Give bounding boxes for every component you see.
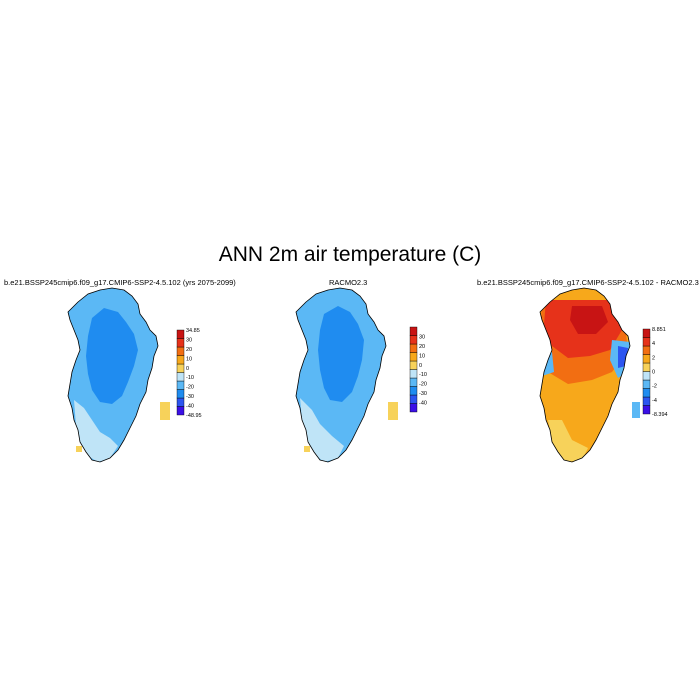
colorbar-swatch	[176, 346, 185, 356]
map-panel-model	[67, 287, 170, 463]
colorbar-min-label: -48.95	[186, 413, 202, 419]
colorbar-swatch	[176, 363, 185, 373]
colorbar-swatch	[409, 394, 418, 404]
colorbar-tick-label: -20	[186, 385, 194, 391]
colorbar-swatch	[176, 338, 185, 348]
colorbar-max-label: 34.85	[186, 328, 200, 334]
colorbar-swatch	[409, 326, 418, 336]
colorbar-swatch	[642, 362, 651, 372]
colorbar-tick-label: 0	[186, 366, 189, 372]
colorbar-tick-label: -30	[419, 391, 427, 397]
colorbar-tick-label: 20	[186, 347, 192, 353]
colorbar-swatch	[642, 328, 651, 338]
map-ice-interior	[86, 308, 138, 404]
map-coast-warm-cell	[304, 446, 310, 452]
colorbar-tick-label: -2	[652, 384, 657, 390]
colorbar-obs: 30 20 10 0 -10 -20 -30 -40	[409, 326, 427, 413]
colorbar-swatch	[176, 406, 185, 416]
colorbar-swatch	[176, 389, 185, 399]
colorbar-swatch	[642, 379, 651, 389]
colorbar-swatch	[642, 371, 651, 381]
map-diff-cool-east-dark	[618, 346, 628, 368]
colorbar-swatch	[176, 329, 185, 339]
colorbar-tick-label: 0	[419, 363, 422, 369]
colorbar-swatch	[409, 386, 418, 396]
colorbar-min-label: -8.394	[652, 412, 668, 418]
panel-title-model: b.e21.BSSP245cmip6.f09_g17.CMIP6-SSP2-4.…	[4, 278, 236, 287]
colorbar-tick-label: 20	[419, 344, 425, 350]
colorbar-tick-label: 10	[186, 356, 192, 362]
colorbar-tick-label: 30	[186, 337, 192, 343]
map-outline	[295, 287, 387, 463]
colorbar-swatch	[409, 343, 418, 353]
colorbar-diff: 8.851 4 2 0 -2 -4 -8.394	[642, 327, 668, 418]
map-outline	[539, 287, 631, 463]
map-panel-obs	[295, 287, 398, 463]
map-coast-warm-cell	[76, 446, 82, 452]
panel-title-obs: RACMO2.3	[329, 278, 368, 287]
colorbar-tick-label: 0	[652, 370, 655, 376]
colorbar-swatch	[176, 355, 185, 365]
colorbar-swatch	[642, 388, 651, 398]
colorbar-tick-label: -20	[419, 382, 427, 388]
map-coast-cold	[74, 400, 118, 462]
colorbar-swatch	[409, 377, 418, 387]
map-ice-interior	[318, 306, 364, 402]
colorbar-model: 34.85 30 20 10 0 -10 -20 -30 -40 -48.95	[176, 328, 202, 419]
colorbar-tick-label: 10	[419, 353, 425, 359]
colorbar-max-label: 8.851	[652, 327, 666, 333]
map-island-warm	[160, 402, 170, 420]
colorbar-tick-label: -10	[186, 375, 194, 381]
colorbar-swatch	[642, 337, 651, 347]
map-island-cool	[632, 402, 640, 418]
map-diff-cool-west	[540, 350, 554, 376]
colorbar-swatch	[409, 335, 418, 345]
colorbar-swatch	[176, 380, 185, 390]
colorbar-swatch	[642, 345, 651, 355]
map-diff-peak	[570, 306, 608, 334]
colorbar-tick-label: 4	[652, 341, 655, 347]
map-coast-cold	[300, 398, 344, 462]
map-panel-diff	[539, 287, 640, 463]
colorbar-tick-label: -30	[186, 394, 194, 400]
colorbar-tick-label: -40	[419, 401, 427, 407]
colorbar-swatch	[176, 397, 185, 407]
colorbar-swatch	[642, 396, 651, 406]
colorbar-tick-label: -4	[652, 398, 657, 404]
colorbar-swatch	[409, 360, 418, 370]
colorbar-swatch	[409, 403, 418, 413]
colorbar-tick-label: 30	[419, 334, 425, 340]
colorbar-swatch	[642, 405, 651, 415]
panel-title-diff: b.e21.BSSP245cmip6.f09_g17.CMIP6-SSP2-4.…	[477, 278, 699, 287]
colorbar-swatch	[642, 354, 651, 364]
colorbar-tick-label: -40	[186, 404, 194, 410]
map-island-warm	[388, 402, 398, 420]
colorbar-swatch	[409, 352, 418, 362]
figure-title: ANN 2m air temperature (C)	[218, 243, 482, 266]
colorbar-swatch	[176, 372, 185, 382]
colorbar-tick-label: -10	[419, 372, 427, 378]
colorbar-tick-label: 2	[652, 355, 655, 361]
colorbar-swatch	[409, 369, 418, 379]
map-outline	[67, 287, 159, 463]
